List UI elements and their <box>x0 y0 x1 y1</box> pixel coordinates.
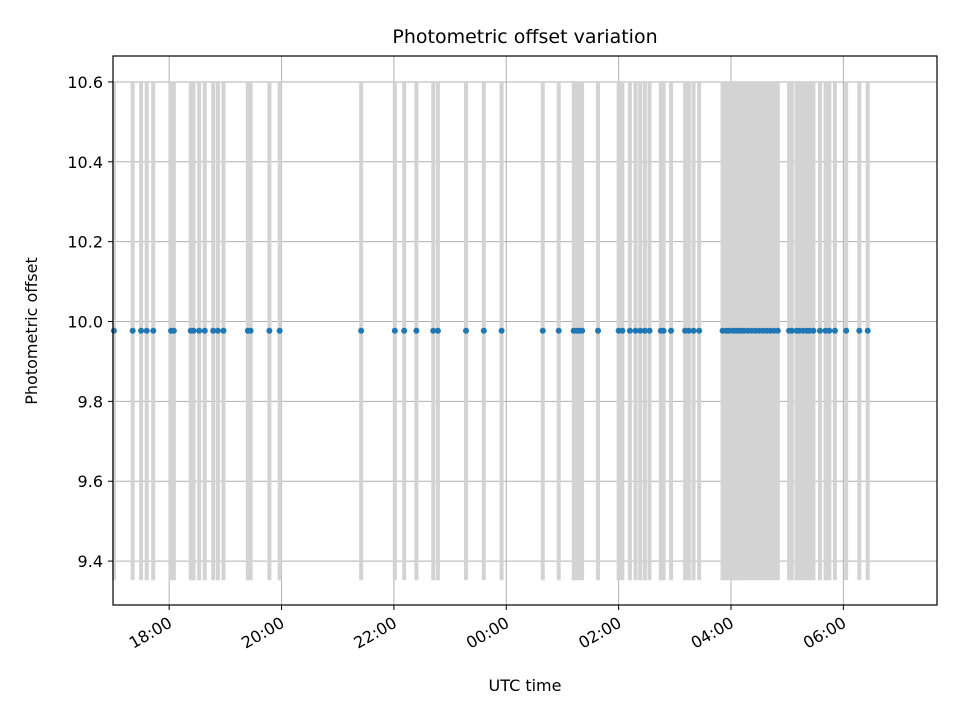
data-point <box>150 327 157 334</box>
data-point <box>196 327 203 334</box>
data-points <box>110 327 871 334</box>
data-point <box>619 327 626 334</box>
y-tick-label: 10.0 <box>67 313 103 332</box>
data-point <box>201 327 208 334</box>
data-point <box>129 327 136 334</box>
chart-title: Photometric offset variation <box>392 26 657 48</box>
data-point <box>864 327 871 334</box>
data-point <box>595 327 602 334</box>
data-point <box>646 327 653 334</box>
data-point <box>774 327 781 334</box>
data-point <box>463 327 470 334</box>
data-point <box>637 327 644 334</box>
data-point <box>788 327 795 334</box>
data-point <box>632 327 639 334</box>
data-point <box>816 327 823 334</box>
y-axis-title: Photometric offset <box>22 257 41 405</box>
data-point <box>138 327 145 334</box>
data-point <box>579 327 586 334</box>
data-point <box>690 327 697 334</box>
data-point <box>831 327 838 334</box>
data-point <box>110 327 117 334</box>
data-point <box>843 327 850 334</box>
data-point <box>539 327 546 334</box>
data-point <box>210 327 217 334</box>
data-point <box>480 327 487 334</box>
data-point <box>391 327 398 334</box>
data-point <box>220 327 227 334</box>
data-point <box>430 327 437 334</box>
data-point <box>247 327 254 334</box>
data-point <box>276 327 283 334</box>
plot-frame <box>112 55 938 606</box>
y-tick-label: 10.2 <box>67 233 103 252</box>
data-point <box>641 327 648 334</box>
data-point <box>668 327 675 334</box>
data-point <box>498 327 505 334</box>
data-point <box>434 327 441 334</box>
data-point <box>266 327 273 334</box>
data-point <box>170 327 177 334</box>
y-axis-ticks: 9.4 9.6 9.8 10.0 10.2 10.4 10.6 <box>67 73 113 571</box>
data-point <box>214 327 221 334</box>
data-point <box>626 327 633 334</box>
y-tick-label: 10.4 <box>67 153 103 172</box>
y-tick-label: 9.8 <box>78 392 103 411</box>
data-point <box>358 327 365 334</box>
data-point <box>856 327 863 334</box>
y-tick-label: 9.4 <box>78 552 103 571</box>
data-point <box>810 327 817 334</box>
data-point <box>685 327 692 334</box>
y-tick-label: 10.6 <box>67 73 103 92</box>
x-axis-title: UTC time <box>489 676 562 695</box>
data-point <box>190 327 197 334</box>
y-tick-label: 9.6 <box>78 472 103 491</box>
data-point <box>413 327 420 334</box>
data-point <box>401 327 408 334</box>
data-point <box>660 327 667 334</box>
data-point <box>826 327 833 334</box>
data-point <box>143 327 150 334</box>
data-point <box>555 327 562 334</box>
data-point <box>696 327 703 334</box>
